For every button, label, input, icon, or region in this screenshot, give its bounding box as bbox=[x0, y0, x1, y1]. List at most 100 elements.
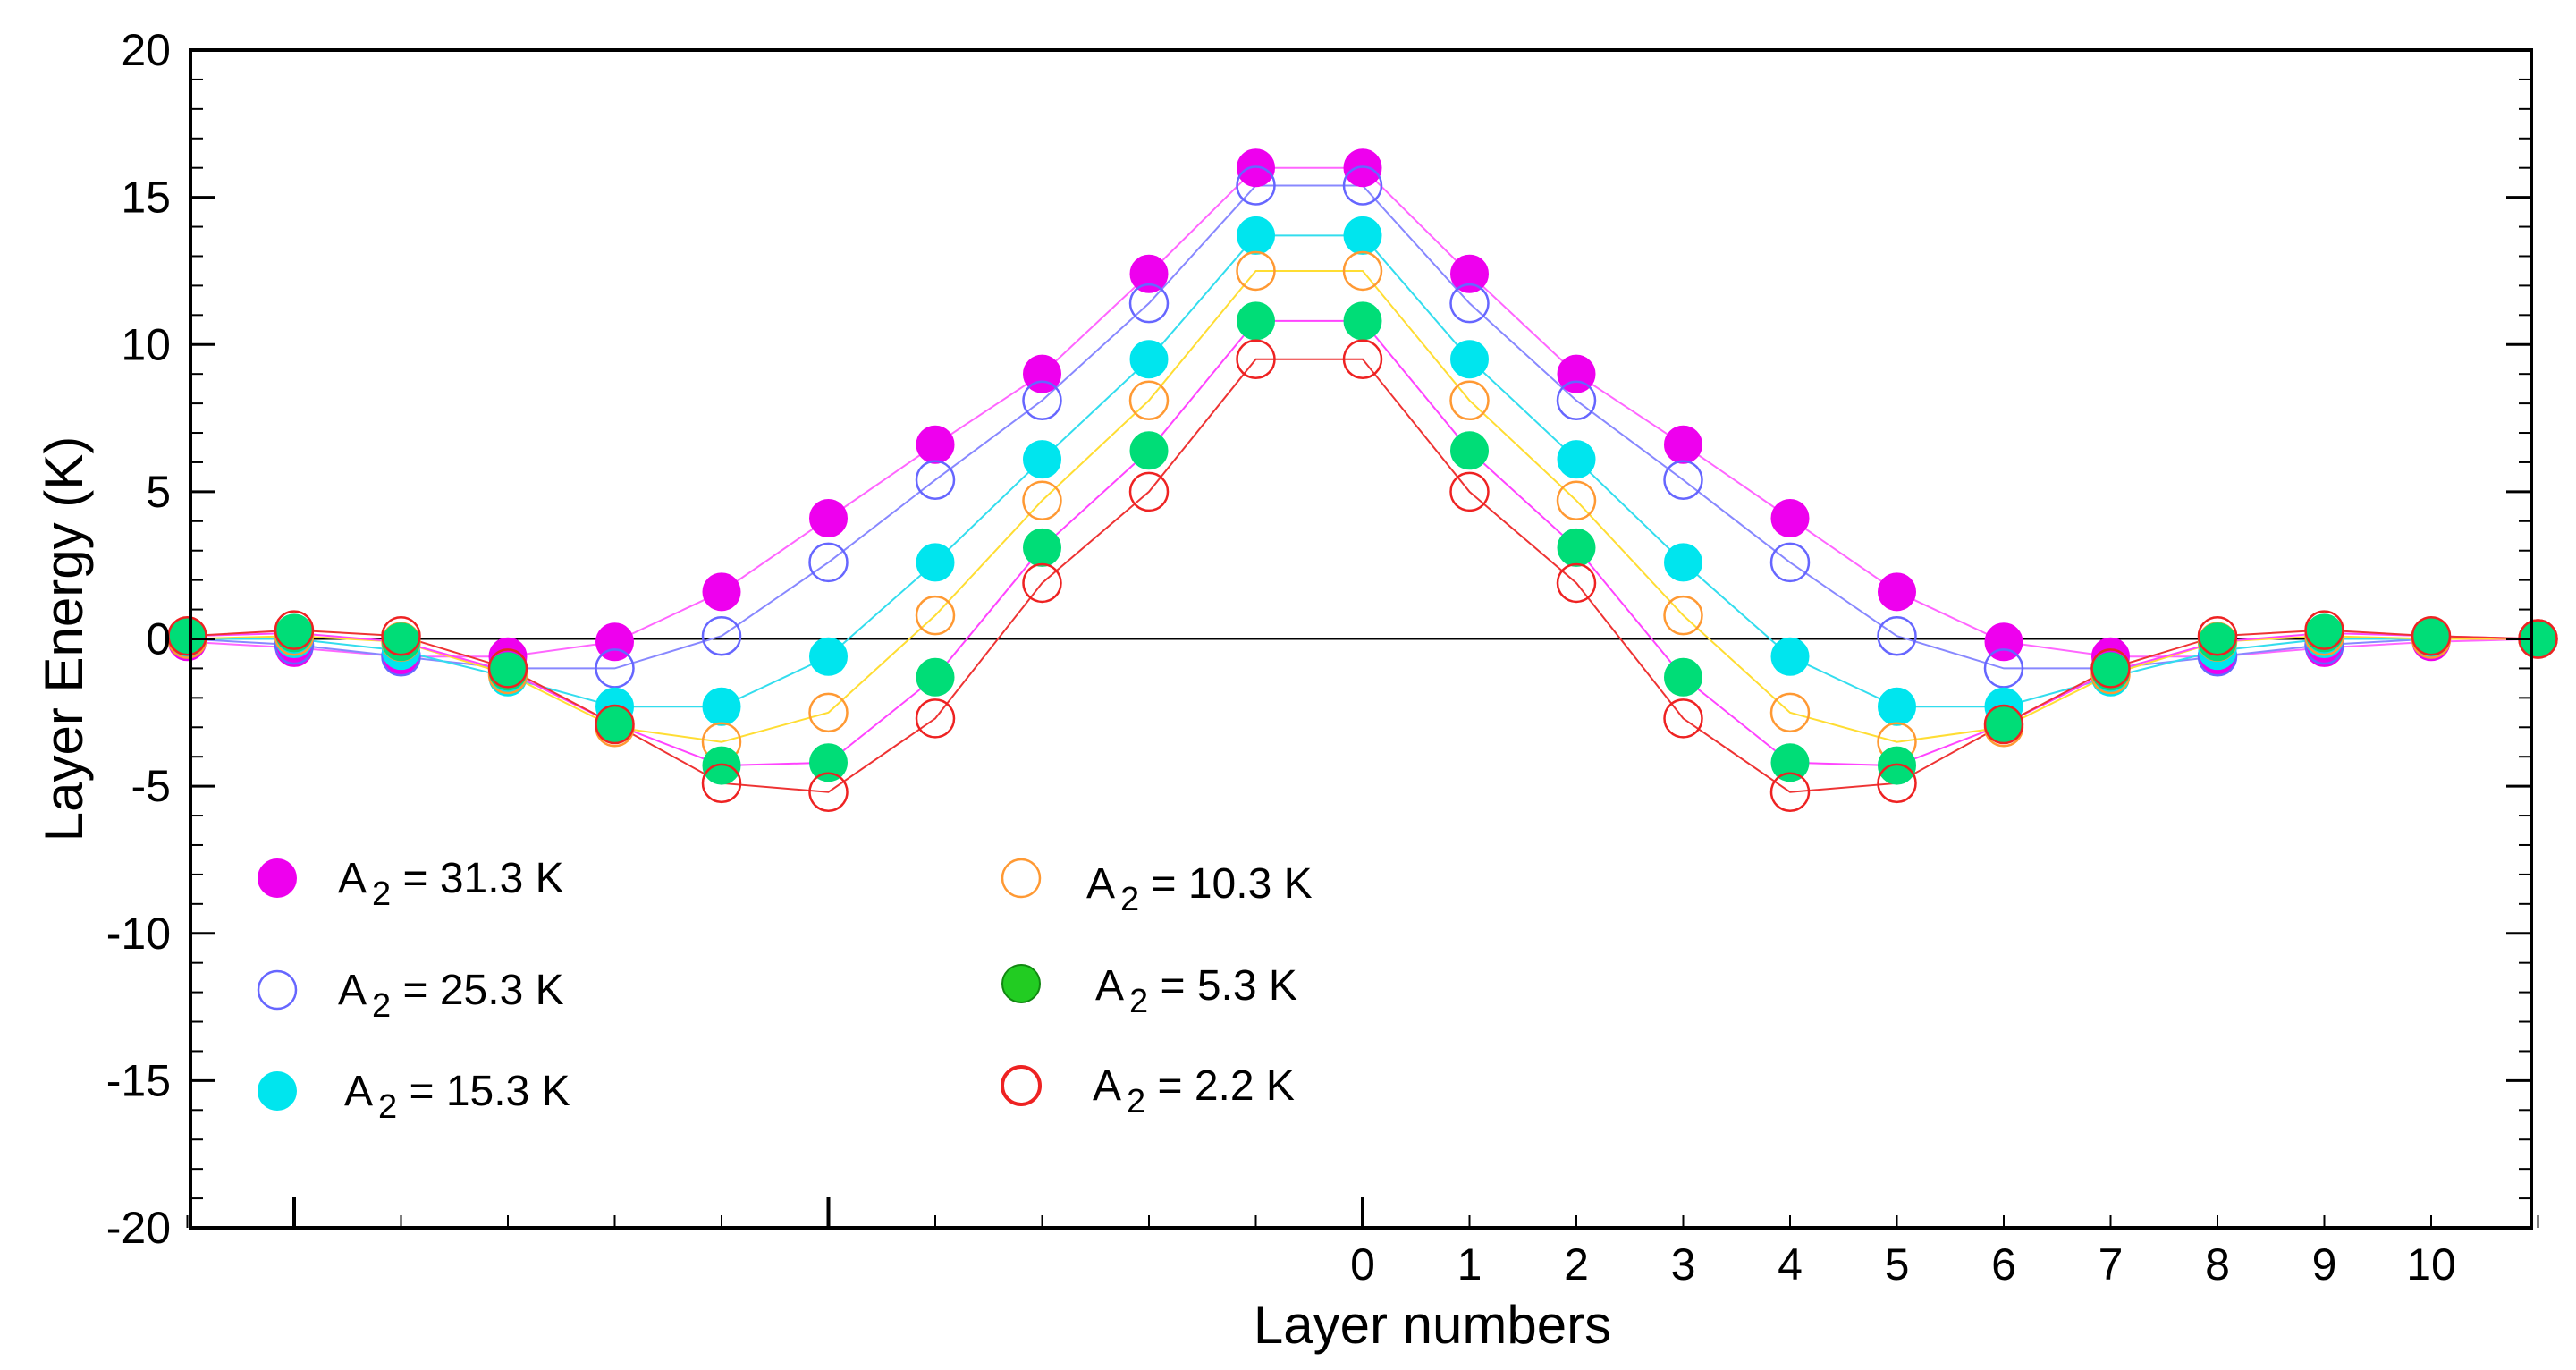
data-point bbox=[2304, 610, 2344, 650]
legend-label-value: = 15.3 K bbox=[397, 1068, 570, 1115]
data-point bbox=[1342, 339, 1383, 379]
data-point bbox=[488, 652, 528, 691]
data-point bbox=[1663, 595, 1703, 636]
x-tick-label: 8 bbox=[2205, 1239, 2230, 1290]
y-tick-label: -20 bbox=[106, 1203, 171, 1253]
data-point bbox=[1878, 572, 1916, 612]
data-point bbox=[1449, 283, 1490, 324]
x-tick-label: 0 bbox=[1350, 1239, 1375, 1290]
data-point bbox=[915, 595, 956, 636]
data-point bbox=[915, 698, 956, 739]
x-tick-label: 4 bbox=[1778, 1239, 1803, 1290]
data-point bbox=[1236, 339, 1276, 379]
data-point bbox=[1557, 528, 1596, 567]
data-point bbox=[595, 648, 635, 689]
legend-label-subscript: 2 bbox=[1129, 983, 1148, 1020]
series-line bbox=[187, 269, 2538, 743]
data-point bbox=[808, 692, 849, 733]
data-point bbox=[1128, 283, 1170, 324]
data-point bbox=[701, 615, 742, 656]
legend-label-symbol: A bbox=[344, 1068, 373, 1115]
x-tick-label: 7 bbox=[2099, 1239, 2124, 1290]
data-point bbox=[1449, 471, 1490, 512]
legend-label-value: = 2.2 K bbox=[1145, 1062, 1295, 1110]
legend-label-symbol: A bbox=[338, 967, 367, 1014]
series-markers-layer bbox=[167, 148, 2558, 812]
data-point bbox=[1236, 165, 1276, 206]
legend-label-subscript: 2 bbox=[1127, 1083, 1145, 1121]
legend-label-subscript: 2 bbox=[378, 1088, 397, 1126]
data-point bbox=[1877, 763, 1917, 804]
data-point bbox=[1664, 657, 1702, 697]
x-tick-label: 9 bbox=[2312, 1239, 2337, 1290]
series-line bbox=[187, 184, 2538, 670]
legend-marker bbox=[1001, 858, 1042, 899]
legend-label-symbol: A bbox=[1095, 962, 1124, 1010]
data-point bbox=[1769, 542, 1811, 583]
data-point bbox=[1663, 460, 1703, 500]
data-point bbox=[808, 542, 849, 583]
data-point bbox=[915, 460, 956, 500]
y-tick-label: 10 bbox=[121, 319, 171, 369]
y-tick-label: 15 bbox=[121, 173, 171, 223]
legend-marker bbox=[1001, 1065, 1042, 1106]
legend-label-subscript: 2 bbox=[1120, 881, 1139, 918]
data-point bbox=[1556, 380, 1597, 421]
data-point bbox=[1450, 431, 1489, 470]
data-point bbox=[702, 572, 741, 612]
data-point bbox=[1236, 250, 1276, 292]
x-axis-title: Layer numbers bbox=[1254, 1295, 1611, 1355]
data-point bbox=[1770, 637, 1810, 676]
legend-marker bbox=[257, 969, 298, 1011]
legend-label-value: = 25.3 K bbox=[391, 967, 563, 1014]
y-tick-label: -10 bbox=[106, 909, 171, 959]
data-point bbox=[1343, 216, 1382, 255]
data-point bbox=[274, 613, 314, 653]
data-point bbox=[1129, 340, 1169, 379]
data-point bbox=[702, 687, 741, 726]
series-line bbox=[187, 358, 2538, 793]
data-point bbox=[487, 648, 528, 689]
legend-label-symbol: A bbox=[1093, 1062, 1121, 1110]
data-point bbox=[1769, 772, 1811, 812]
y-tick-label: -15 bbox=[106, 1055, 171, 1105]
data-point bbox=[2305, 613, 2344, 653]
x-tick-label: 1 bbox=[1457, 1239, 1482, 1290]
data-point bbox=[916, 425, 955, 464]
y-axis-title: Layer Energy (K) bbox=[34, 436, 94, 842]
data-point bbox=[1128, 471, 1170, 512]
data-point bbox=[1557, 440, 1596, 479]
data-point bbox=[2090, 648, 2131, 689]
data-point bbox=[1023, 440, 1061, 479]
data-point bbox=[1769, 692, 1811, 733]
series-line bbox=[187, 319, 2538, 767]
data-point bbox=[595, 704, 635, 745]
data-point bbox=[1663, 698, 1703, 739]
data-point bbox=[809, 637, 848, 676]
data-point bbox=[1128, 380, 1170, 421]
y-tick-label: -5 bbox=[131, 761, 171, 811]
data-point bbox=[1022, 380, 1062, 421]
data-point bbox=[1983, 648, 2024, 689]
data-point bbox=[1022, 562, 1062, 604]
data-point bbox=[2197, 615, 2238, 656]
data-point bbox=[1877, 615, 1917, 656]
data-point bbox=[1556, 480, 1597, 521]
data-point bbox=[1023, 528, 1061, 567]
legend-label-value: = 10.3 K bbox=[1139, 860, 1312, 908]
data-point bbox=[1770, 743, 1810, 782]
legend-marker bbox=[258, 858, 297, 898]
legend-label-subscript: 2 bbox=[372, 875, 391, 913]
legend-label-subscript: 2 bbox=[372, 987, 391, 1025]
legend-label-value: = 5.3 K bbox=[1148, 962, 1297, 1010]
data-point bbox=[1770, 499, 1810, 538]
data-point bbox=[274, 610, 315, 650]
data-point bbox=[1237, 301, 1275, 341]
